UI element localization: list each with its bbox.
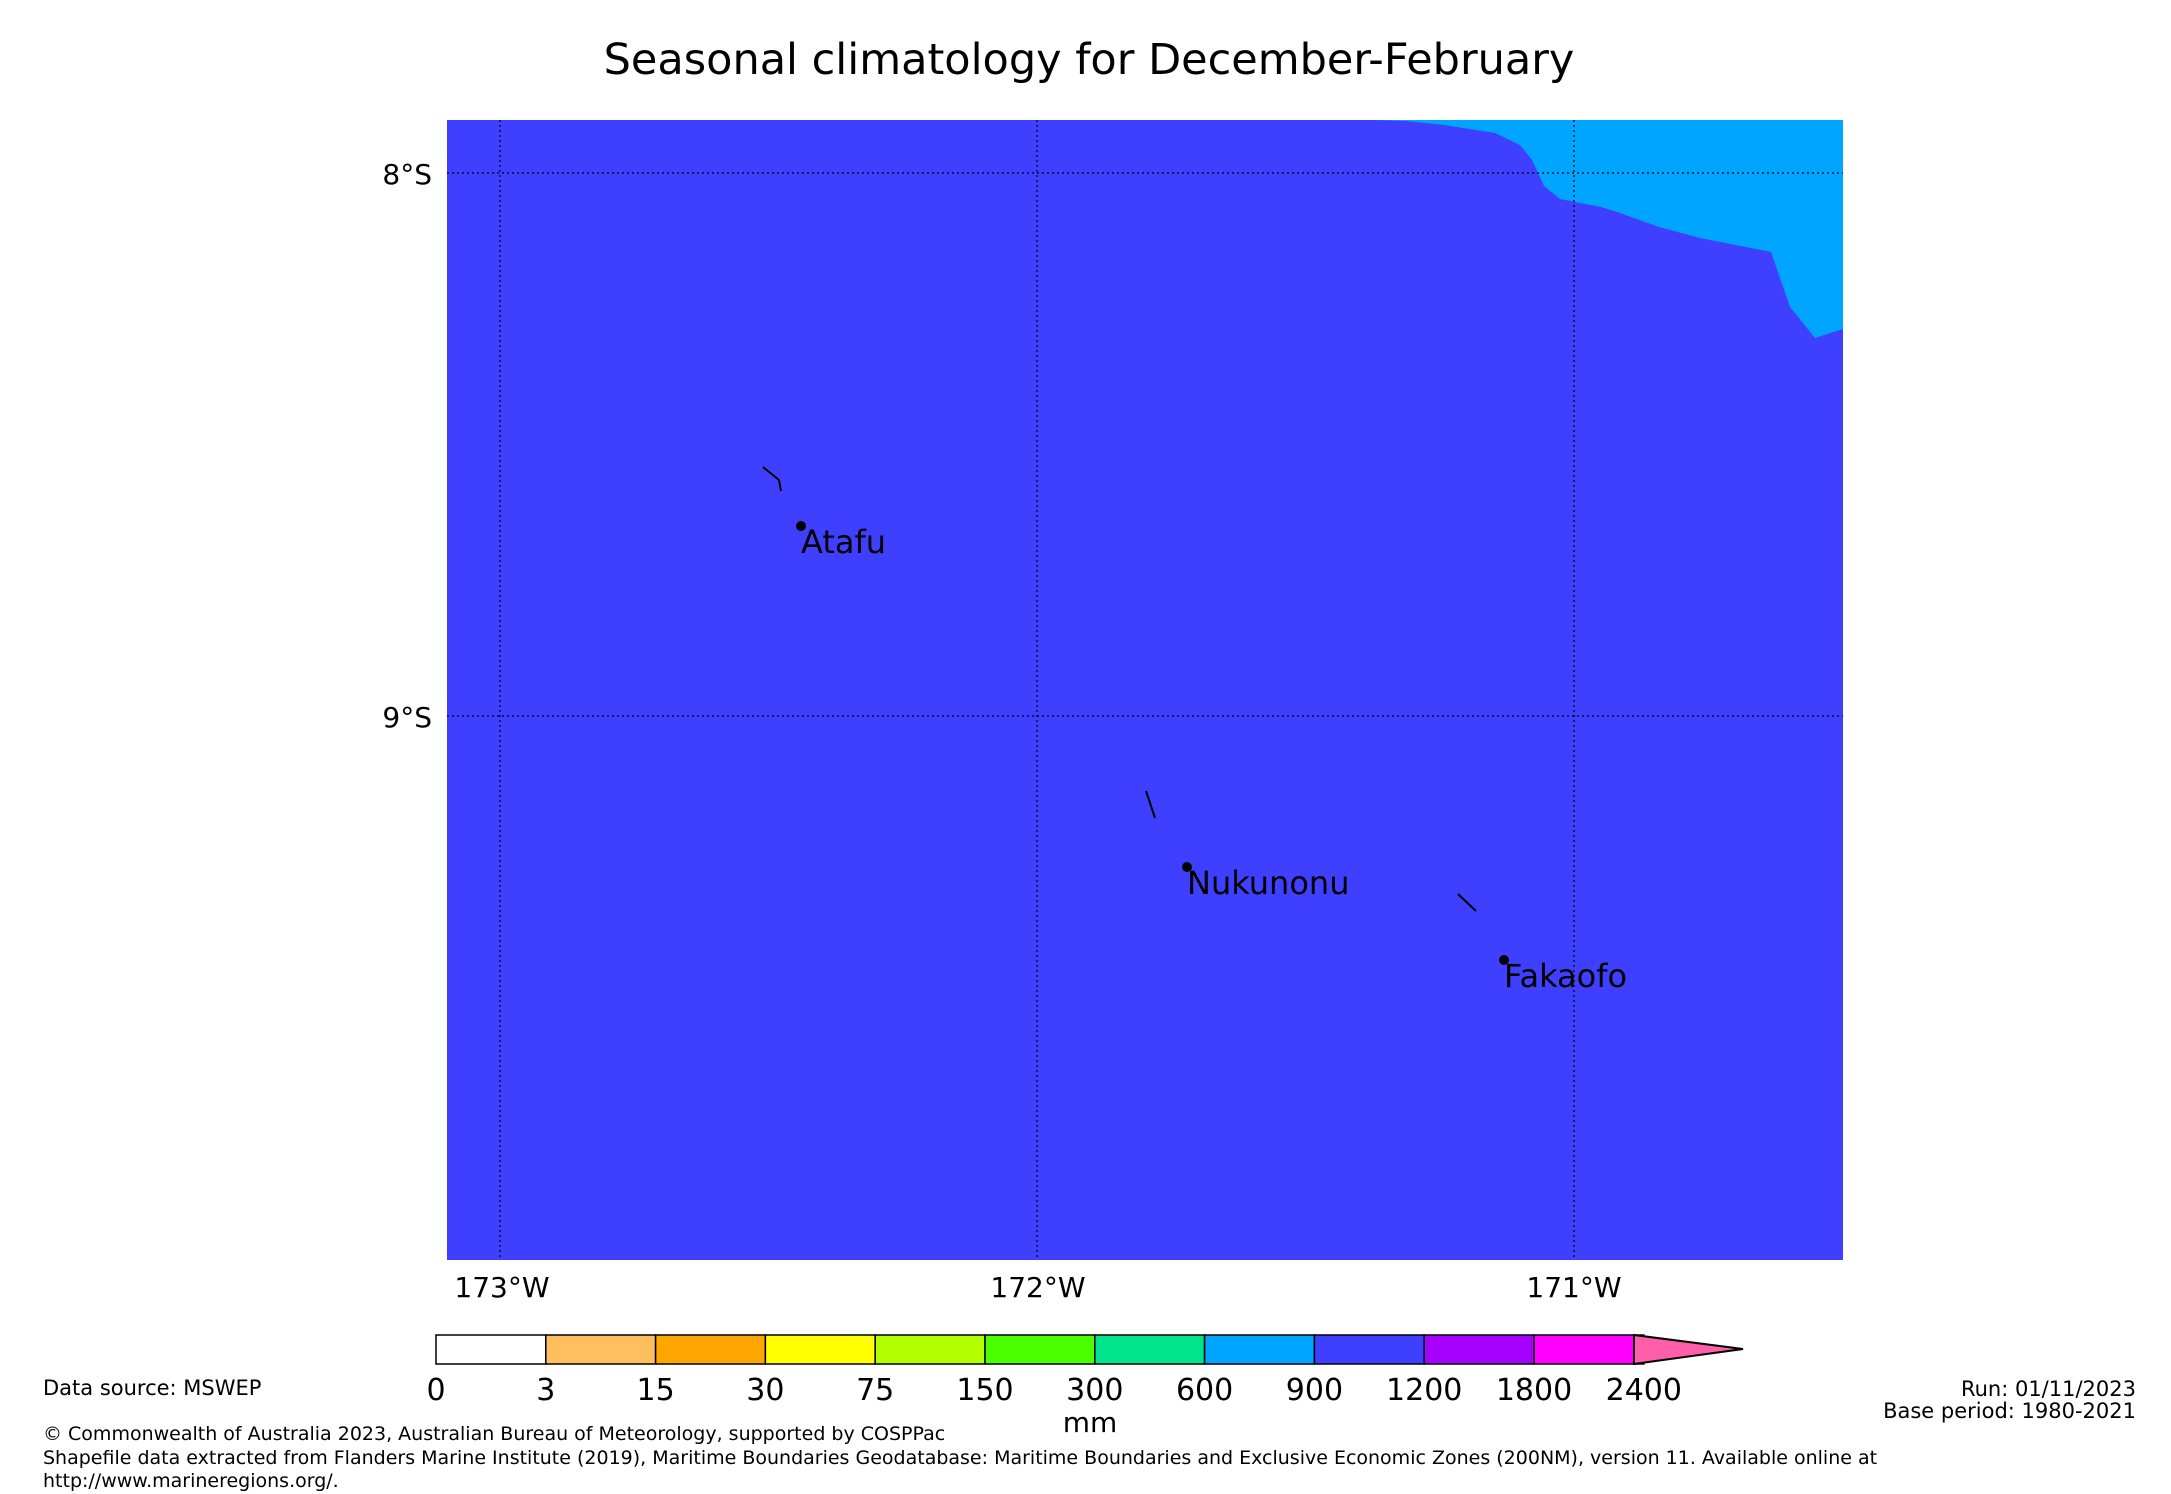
graticule bbox=[447, 120, 1843, 1260]
colorbar-tick-labels: 0 3 15 30 75 150 300 600 900 1200 1800 2400 bbox=[426, 1373, 1682, 1408]
colorbar-swatches bbox=[435, 1334, 1645, 1365]
ocean-rainfall-area-900-1200 bbox=[447, 120, 1843, 1260]
chart-title: Seasonal climatology for December-Februa… bbox=[604, 35, 1575, 85]
data-source-text: Data source: MSWEP bbox=[43, 1376, 261, 1400]
colorbar-tick-1800: 1800 bbox=[1496, 1373, 1572, 1408]
place-label-nukunonu: Nukunonu bbox=[1187, 864, 1349, 902]
lon-label-171w: 171°W bbox=[1526, 1271, 1621, 1304]
colorbar-swatch-900-1200 bbox=[1313, 1334, 1425, 1365]
colorbar-tick-75: 75 bbox=[856, 1373, 894, 1408]
colorbar-swatch-600-900 bbox=[1203, 1334, 1316, 1365]
colorbar-swatch-150-300 bbox=[984, 1334, 1096, 1365]
copyright-text: © Commonwealth of Australia 2023, Austra… bbox=[43, 1423, 945, 1445]
ocean-rainfall-area-600-900 bbox=[1376, 120, 1843, 338]
base-period-text: Base period: 1980-2021 bbox=[1883, 1399, 2136, 1423]
atoll-outlines bbox=[762, 466, 1477, 912]
colorbar-swatch-30-75 bbox=[764, 1334, 876, 1365]
colorbar-swatch-1800-2400 bbox=[1533, 1334, 1645, 1365]
colorbar-tick-15: 15 bbox=[637, 1373, 675, 1408]
colorbar-tick-150: 150 bbox=[956, 1373, 1013, 1408]
fakaofo-marker bbox=[1499, 955, 1509, 965]
colorbar-swatch-300-600 bbox=[1094, 1334, 1206, 1365]
fakaofo-atoll-outline bbox=[1457, 893, 1477, 912]
place-label-atafu: Atafu bbox=[801, 523, 886, 561]
atafu-atoll-outline bbox=[762, 466, 782, 492]
map-panel: Atafu Nukunonu Fakaofo bbox=[447, 120, 1843, 1260]
colorbar-swatch-0-3 bbox=[435, 1334, 547, 1365]
lat-label-9s: 9°S bbox=[382, 701, 432, 734]
nukunonu-marker bbox=[1182, 862, 1192, 872]
colorbar-unit-label: mm bbox=[1063, 1406, 1118, 1439]
colorbar-swatch-1200-1800 bbox=[1423, 1334, 1535, 1365]
shapefile-credit-line-2: http://www.marineregions.org/. bbox=[43, 1470, 339, 1492]
colorbar-tick-3: 3 bbox=[536, 1373, 555, 1408]
place-label-fakaofo: Fakaofo bbox=[1504, 957, 1627, 995]
lon-label-172w: 172°W bbox=[990, 1271, 1085, 1304]
colorbar-swatch-3-15 bbox=[545, 1334, 657, 1365]
colorbar-tick-0: 0 bbox=[426, 1373, 445, 1408]
nukunonu-atoll-outline bbox=[1145, 790, 1156, 819]
colorbar-tick-600: 600 bbox=[1176, 1373, 1233, 1408]
colorbar-tick-2400: 2400 bbox=[1606, 1373, 1682, 1408]
run-date-text: Run: 01/11/2023 bbox=[1961, 1377, 2136, 1401]
atafu-marker bbox=[796, 521, 806, 531]
colorbar-extend-arrow bbox=[1633, 1333, 1744, 1366]
lat-label-8s: 8°S bbox=[382, 158, 432, 191]
colorbar-tick-300: 300 bbox=[1066, 1373, 1123, 1408]
lon-label-173w: 173°W bbox=[454, 1271, 549, 1304]
colorbar-tick-900: 900 bbox=[1286, 1373, 1343, 1408]
colorbar-tick-30: 30 bbox=[746, 1373, 784, 1408]
colorbar-tick-1200: 1200 bbox=[1386, 1373, 1462, 1408]
colorbar-swatch-15-30 bbox=[654, 1334, 767, 1365]
colorbar: 0 3 15 30 75 150 300 600 900 1200 1800 2400 mm bbox=[426, 1333, 1744, 1439]
shapefile-credit-line-1: Shapefile data extracted from Flanders M… bbox=[43, 1447, 1877, 1469]
colorbar-swatch-75-150 bbox=[874, 1334, 986, 1365]
